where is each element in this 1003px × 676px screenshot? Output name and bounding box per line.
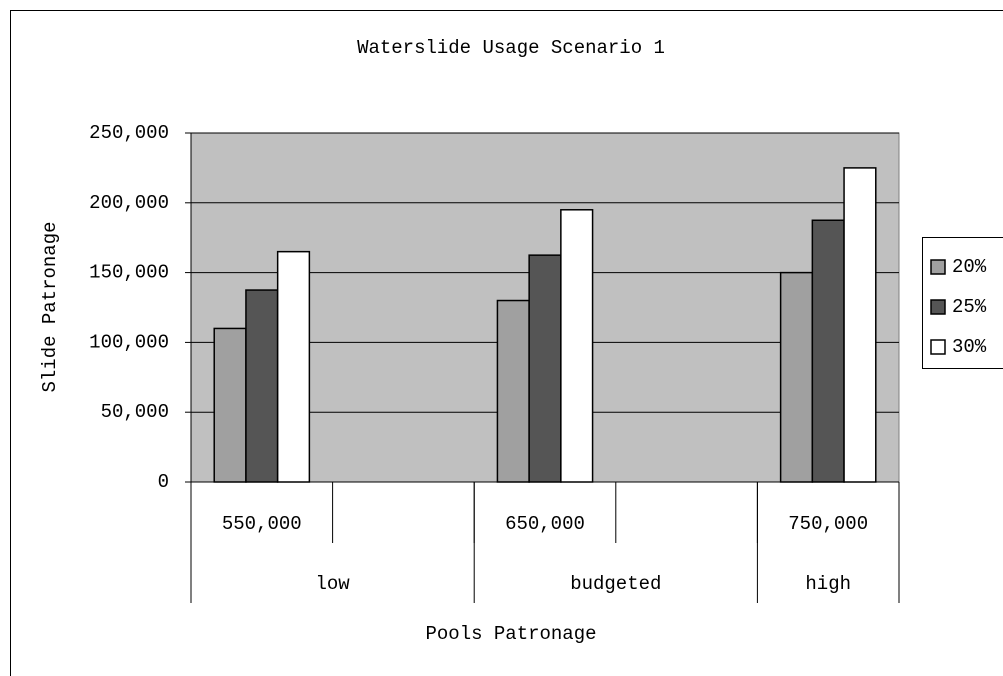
legend-swatch bbox=[930, 259, 946, 275]
chart-title: Waterslide Usage Scenario 1 bbox=[357, 37, 665, 59]
bar bbox=[213, 327, 247, 483]
legend-swatch bbox=[930, 299, 946, 315]
bar bbox=[843, 167, 877, 483]
bar bbox=[276, 250, 311, 483]
y-tick-label: 200,000 bbox=[89, 192, 169, 214]
bar bbox=[496, 299, 530, 483]
bar bbox=[528, 254, 562, 483]
x-tick-label: 650,000 bbox=[505, 513, 585, 535]
x-tick-label: 750,000 bbox=[788, 513, 868, 535]
legend-label: 20% bbox=[952, 256, 987, 278]
x-axis-label: Pools Patronage bbox=[425, 623, 596, 645]
y-axis-label: Slide Patronage bbox=[39, 221, 61, 392]
y-tick-label: 250,000 bbox=[89, 122, 169, 144]
legend-label: 25% bbox=[952, 296, 987, 318]
y-tick-label: 50,000 bbox=[101, 401, 169, 423]
group-label: low bbox=[315, 573, 350, 595]
bar bbox=[811, 219, 845, 483]
y-tick-label: 0 bbox=[158, 471, 169, 493]
legend-swatch bbox=[930, 339, 946, 355]
group-label: high bbox=[805, 573, 851, 595]
y-tick-label: 150,000 bbox=[89, 262, 169, 284]
bar bbox=[779, 271, 814, 483]
bar bbox=[245, 289, 279, 483]
legend-label: 30% bbox=[952, 336, 987, 358]
x-tick-label: 550,000 bbox=[222, 513, 302, 535]
group-label: budgeted bbox=[570, 573, 661, 595]
y-tick-label: 100,000 bbox=[89, 331, 169, 353]
bar bbox=[560, 209, 594, 483]
